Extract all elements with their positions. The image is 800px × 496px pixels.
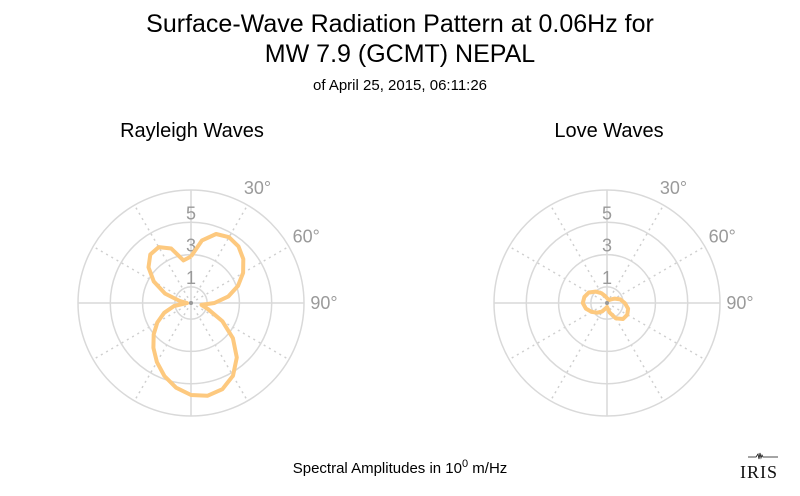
rayleigh-radial-tick-label: 3 [186,236,196,256]
rayleigh-angle-tick-label: 30° [244,178,271,198]
love-spoke-210 [549,302,608,402]
chart-title-line1: Surface-Wave Radiation Pattern at 0.06Hz… [146,10,654,38]
love-ring-7 [493,189,721,417]
rayleigh-ring-5 [109,221,273,385]
caption-suffix: m/Hz [468,460,508,477]
love-spoke-60 [606,245,706,304]
love-radiation-pattern [580,289,631,321]
iris-seismogram-icon [748,452,778,460]
iris-logo: IRIS [740,462,779,482]
love-spoke-120 [606,302,706,361]
rayleigh-angle-tick-label: 90° [310,293,337,313]
love-spoke-300 [508,245,608,304]
love-angle-tick-label: 90° [726,293,753,313]
amplitude-units-caption: Spectral Amplitudes in 100 m/Hz [0,458,800,477]
love-spoke-30 [606,204,665,304]
love-polar-plot: 1 3 5 30° 60° 90° [493,178,754,417]
rayleigh-spoke-210 [133,302,192,402]
love-radial-tick-label: 3 [602,236,612,256]
rayleigh-ring-7 [77,189,305,417]
love-radial-tick-label: 1 [602,268,612,288]
rayleigh-spoke-150 [190,302,249,402]
love-ring-5 [525,221,689,385]
rayleigh-radiation-pattern [146,232,246,398]
love-ring-3 [557,253,657,353]
rayleigh-center-point [189,301,193,305]
rayleigh-spoke-300 [92,245,192,304]
rayleigh-radial-tick-label: 1 [186,268,196,288]
caption-exponent: 0 [461,458,469,470]
love-angle-tick-label: 60° [709,227,736,247]
love-subtitle: Love Waves [554,120,664,142]
chart-title-line2: MW 7.9 (GCMT) NEPAL [264,40,536,68]
love-spoke-330 [549,204,608,304]
love-angle-tick-label: 30° [660,178,687,198]
chart-title-line3: of April 25, 2015, 06:11:26 [312,77,488,94]
rayleigh-spoke-60 [190,245,290,304]
rayleigh-spoke-30 [190,204,249,304]
rayleigh-radial-tick-label: 5 [186,203,196,223]
rayleigh-spoke-120 [190,302,290,361]
rayleigh-angle-tick-label: 60° [293,227,320,247]
caption-prefix: Spectral Amplitudes in 10 [292,460,462,477]
rayleigh-subtitle: Rayleigh Waves [120,120,264,142]
love-center-point [605,301,609,305]
love-radial-tick-label: 5 [602,203,612,223]
rayleigh-spoke-240 [92,302,192,361]
rayleigh-spoke-330 [133,204,192,304]
rayleigh-polar-plot: 1 3 5 30° 60° 90° [77,178,338,417]
